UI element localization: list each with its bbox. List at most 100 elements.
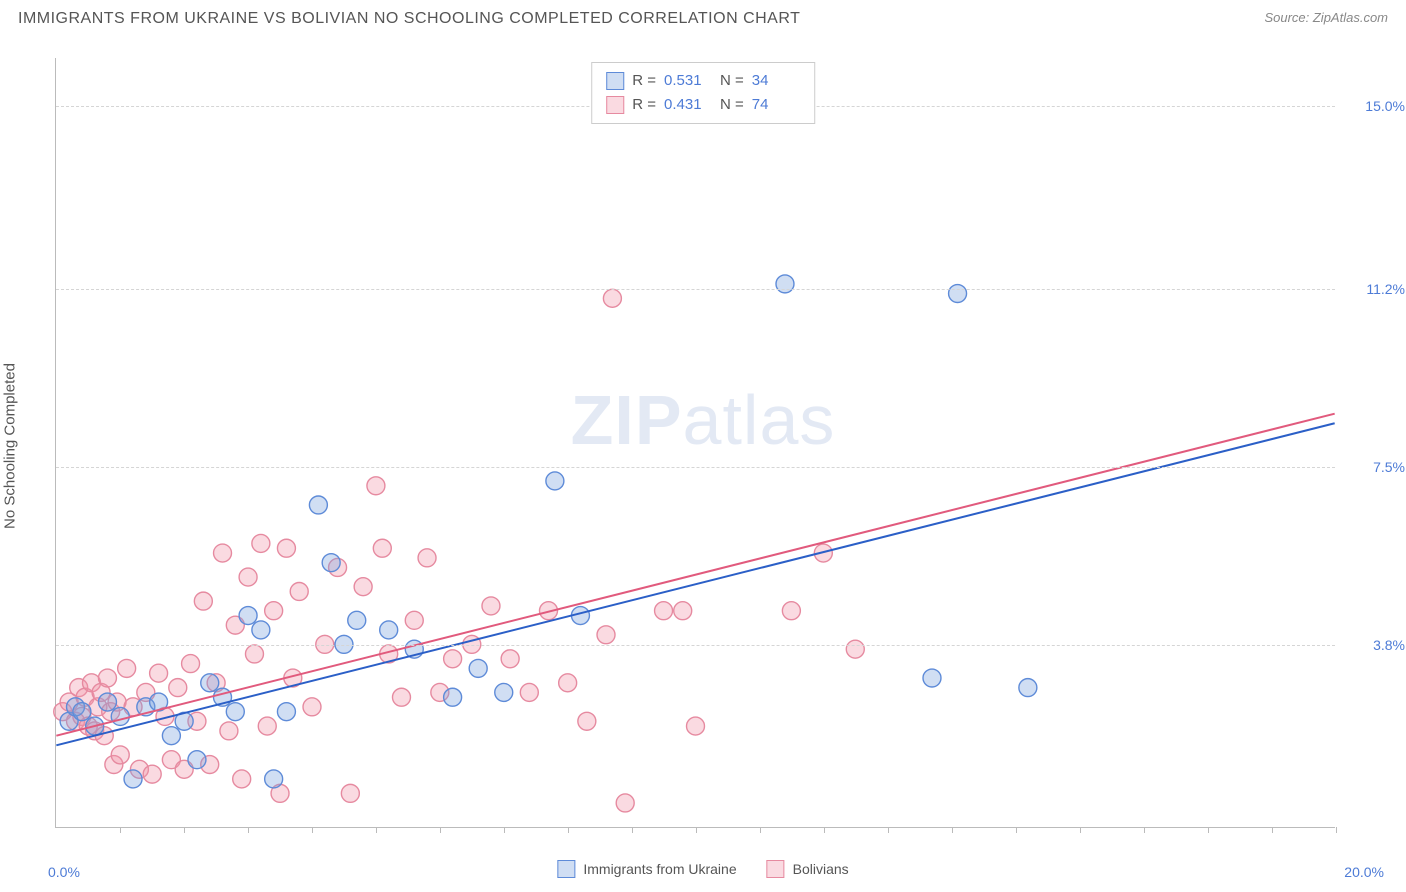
scatter-plot-svg	[56, 58, 1335, 827]
scatter-point	[118, 659, 136, 677]
n-value: 34	[752, 69, 800, 93]
n-label: N =	[720, 69, 744, 93]
scatter-point	[616, 794, 634, 812]
legend-swatch	[557, 860, 575, 878]
legend-item: Bolivians	[767, 860, 849, 878]
y-tick-label: 15.0%	[1345, 98, 1405, 114]
gridline	[56, 645, 1335, 646]
x-tick	[440, 827, 441, 833]
scatter-point	[373, 539, 391, 557]
r-value: 0.531	[664, 69, 712, 93]
scatter-point	[194, 592, 212, 610]
scatter-point	[469, 659, 487, 677]
r-label: R =	[632, 93, 656, 117]
scatter-point	[322, 554, 340, 572]
legend-series-name: Immigrants from Ukraine	[583, 861, 736, 877]
scatter-point	[124, 770, 142, 788]
x-tick	[1208, 827, 1209, 833]
scatter-point	[111, 707, 129, 725]
scatter-point	[265, 770, 283, 788]
scatter-point	[1019, 679, 1037, 697]
scatter-point	[98, 693, 116, 711]
scatter-point	[226, 703, 244, 721]
scatter-point	[252, 534, 270, 552]
gridline	[56, 289, 1335, 290]
scatter-point	[520, 683, 538, 701]
scatter-point	[220, 722, 238, 740]
scatter-point	[578, 712, 596, 730]
scatter-point	[501, 650, 519, 668]
scatter-point	[495, 683, 513, 701]
scatter-point	[277, 703, 295, 721]
x-tick	[760, 827, 761, 833]
scatter-point	[655, 602, 673, 620]
scatter-point	[169, 679, 187, 697]
y-tick-label: 7.5%	[1345, 459, 1405, 475]
scatter-point	[277, 539, 295, 557]
scatter-point	[674, 602, 692, 620]
x-tick	[888, 827, 889, 833]
scatter-point	[392, 688, 410, 706]
scatter-point	[303, 698, 321, 716]
x-tick	[632, 827, 633, 833]
series-legend: Immigrants from Ukraine Bolivians	[557, 860, 848, 878]
scatter-point	[846, 640, 864, 658]
x-axis-origin-label: 0.0%	[48, 864, 80, 880]
chart-plot-area: 3.8%7.5%11.2%15.0%	[55, 58, 1335, 828]
stats-legend-box: R =0.531N =34R =0.431N =74	[591, 62, 815, 124]
scatter-point	[354, 578, 372, 596]
source-attribution: Source: ZipAtlas.com	[1264, 10, 1388, 25]
x-tick	[696, 827, 697, 833]
x-tick	[568, 827, 569, 833]
scatter-point	[923, 669, 941, 687]
scatter-point	[603, 289, 621, 307]
scatter-point	[258, 717, 276, 735]
scatter-point	[182, 655, 200, 673]
x-tick	[184, 827, 185, 833]
scatter-point	[348, 611, 366, 629]
r-label: R =	[632, 69, 656, 93]
scatter-point	[776, 275, 794, 293]
scatter-point	[309, 496, 327, 514]
scatter-point	[214, 544, 232, 562]
legend-swatch	[606, 72, 624, 90]
scatter-point	[444, 650, 462, 668]
scatter-point	[201, 674, 219, 692]
scatter-point	[239, 568, 257, 586]
scatter-point	[265, 602, 283, 620]
scatter-point	[418, 549, 436, 567]
scatter-point	[546, 472, 564, 490]
scatter-point	[252, 621, 270, 639]
x-tick	[376, 827, 377, 833]
scatter-point	[559, 674, 577, 692]
x-tick	[824, 827, 825, 833]
n-label: N =	[720, 93, 744, 117]
legend-swatch	[606, 96, 624, 114]
x-tick	[952, 827, 953, 833]
scatter-point	[73, 703, 91, 721]
scatter-point	[233, 770, 251, 788]
scatter-point	[444, 688, 462, 706]
scatter-point	[782, 602, 800, 620]
scatter-point	[98, 669, 116, 687]
x-tick	[1272, 827, 1273, 833]
legend-series-name: Bolivians	[793, 861, 849, 877]
scatter-point	[245, 645, 263, 663]
x-tick	[1144, 827, 1145, 833]
scatter-point	[380, 621, 398, 639]
x-tick	[248, 827, 249, 833]
legend-item: Immigrants from Ukraine	[557, 860, 736, 878]
scatter-point	[949, 285, 967, 303]
legend-swatch	[767, 860, 785, 878]
scatter-point	[143, 765, 161, 783]
scatter-point	[111, 746, 129, 764]
x-tick	[1080, 827, 1081, 833]
x-axis-max-label: 20.0%	[1344, 864, 1384, 880]
scatter-point	[687, 717, 705, 735]
chart-title: IMMIGRANTS FROM UKRAINE VS BOLIVIAN NO S…	[18, 10, 800, 28]
scatter-point	[597, 626, 615, 644]
r-value: 0.431	[664, 93, 712, 117]
x-tick	[1336, 827, 1337, 833]
scatter-point	[482, 597, 500, 615]
gridline	[56, 467, 1335, 468]
